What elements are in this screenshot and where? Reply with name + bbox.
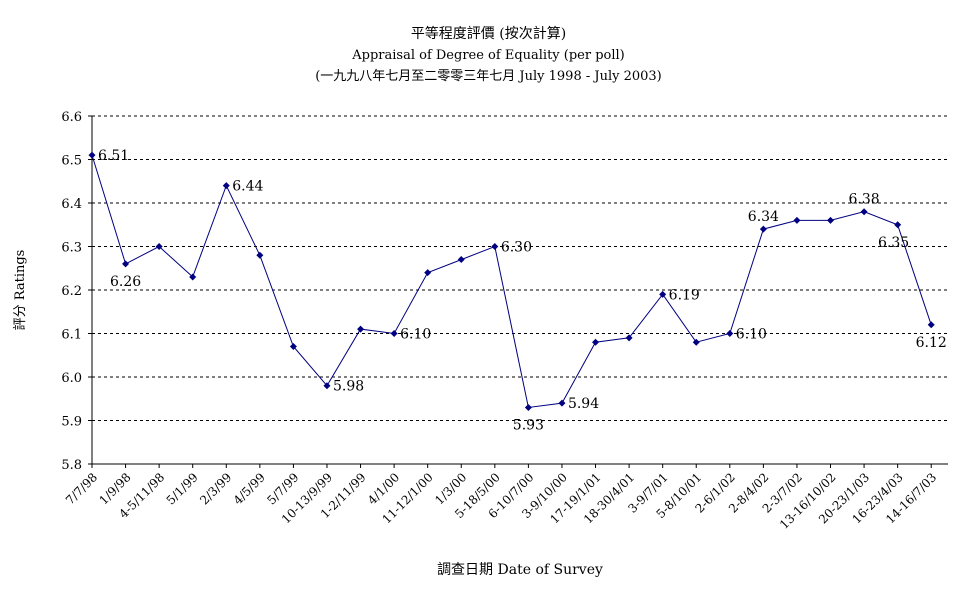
y-tick-label: 5.8 [61,458,82,473]
chart-title: 平等程度評價 (按次計算) [410,26,567,42]
y-tick-label: 6.4 [61,197,82,212]
data-label: 6.26 [110,274,141,290]
data-point [122,260,130,268]
x-axis-label: 調查日期 Date of Survey [437,562,603,578]
x-tick-labels: 7/7/981/9/984-5/11/985/1/992/3/994/5/995… [63,464,939,532]
data-point [759,225,767,233]
y-axis-label: 評分 Ratings [13,250,28,331]
data-label: 6.51 [98,148,129,164]
y-tick-label: 6.2 [61,284,82,299]
y-tick-label: 6.1 [61,328,82,343]
y-tick-label: 6.5 [61,154,82,169]
data-point [357,325,365,333]
data-point [289,343,297,351]
data-point [457,256,465,264]
data-label: 6.34 [748,209,779,225]
data-point [256,251,264,259]
data-label: 6.30 [501,240,532,256]
data-point [726,330,734,337]
data-label: 5.93 [513,417,544,433]
data-point [827,216,835,224]
data-label: 5.98 [333,379,364,395]
data-label: 6.35 [878,235,909,251]
data-point [592,338,600,346]
chart-date-range: (一九九八年七月至二零零三年七月 July 1998 - July 2003) [315,69,662,84]
x-tick-label: 2/3/99 [197,470,234,507]
y-tick-label: 6.0 [61,371,82,386]
chart-title-block: 平等程度評價 (按次計算) Appraisal of Degree of Equ… [0,24,977,87]
data-label: 6.12 [916,335,947,351]
data-point [692,338,700,346]
data-point [625,334,633,342]
series-line [88,151,935,411]
data-label: 6.19 [669,287,700,303]
data-point [558,399,566,407]
data-point [793,216,801,224]
data-labels: 6.51 6.26 6.44 5.98 6.10 6.30 5.93 5.94 6.19 6.10… [98,148,947,433]
data-label: 6.10 [736,327,767,343]
data-point [189,273,197,281]
data-point [927,321,935,329]
data-point [424,269,432,277]
chart-subtitle: Appraisal of Degree of Equality (per pol… [352,48,625,63]
data-label: 6.44 [232,179,263,195]
data-label: 6.38 [848,192,879,208]
data-point [390,330,398,337]
data-label: 6.10 [400,327,431,343]
data-point [222,182,230,190]
gridlines [92,115,948,421]
x-tick-label: 7/7/98 [63,470,100,507]
x-tick-label: 5/1/99 [164,470,201,507]
data-point [524,403,532,411]
y-tick-label: 6.6 [61,110,82,125]
data-label: 5.94 [568,396,599,412]
data-point [155,243,163,250]
series-polyline [91,154,932,409]
data-point [860,208,868,216]
data-point [88,151,96,159]
y-tick-labels: 5.8 5.9 6.0 6.1 6.2 6.3 6.4 6.5 6.6 [61,110,92,473]
x-tick-label: 4/5/99 [231,470,268,507]
data-point [894,221,902,229]
data-point [323,382,331,390]
data-point [491,243,499,250]
y-tick-label: 5.9 [61,415,82,430]
y-tick-label: 6.3 [61,241,82,256]
data-point [659,290,667,298]
